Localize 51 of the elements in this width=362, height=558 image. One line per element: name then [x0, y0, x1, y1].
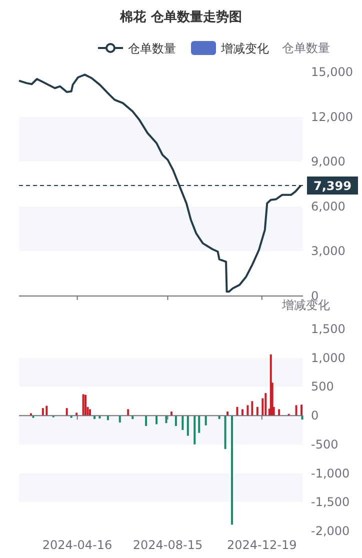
y-tick-label: 500 — [311, 380, 334, 394]
bar — [66, 408, 68, 416]
bar — [194, 416, 196, 444]
bar — [165, 416, 168, 424]
bar — [182, 416, 184, 430]
bar — [231, 416, 233, 525]
y-tick-label: 3,000 — [311, 244, 346, 258]
bar — [89, 409, 91, 416]
y-tick-label: -1,500 — [311, 495, 350, 510]
bar — [204, 416, 207, 426]
bar — [256, 406, 258, 416]
bar — [145, 416, 148, 426]
bar — [236, 406, 238, 416]
y-axis-title: 仓单数量 — [282, 41, 330, 55]
bar — [246, 405, 249, 416]
bar — [241, 409, 244, 416]
bar — [42, 408, 44, 416]
bar — [301, 416, 304, 420]
x-tick-label: 2024-08-15 — [132, 538, 203, 552]
bar — [156, 416, 158, 424]
bar — [264, 393, 267, 416]
x-tick-label: 2024-12-19 — [227, 538, 297, 552]
bar — [300, 404, 303, 416]
y-tick-label: 1,000 — [311, 350, 346, 365]
y-tick-label: -2,000 — [311, 524, 350, 538]
y-tick-label: 12,000 — [311, 110, 353, 124]
y-tick-label: 15,000 — [311, 65, 353, 79]
legend-item: 增减变化 — [191, 41, 269, 56]
bar — [82, 394, 84, 416]
y-tick-label: 1,500 — [311, 322, 346, 336]
bar — [174, 416, 177, 426]
bar — [295, 405, 298, 416]
legend-label: 仓单数量 — [128, 42, 176, 56]
bar — [46, 406, 48, 416]
x-tick-label: 2024-04-16 — [42, 538, 112, 552]
legend-item: 仓单数量 — [98, 42, 176, 56]
y-tick-label: -1,000 — [311, 466, 350, 480]
chart-title: 棉花 仓单数量走势图 — [119, 9, 242, 25]
bar — [127, 409, 130, 416]
bar — [84, 394, 87, 416]
ref-line-label: 7,399 — [314, 179, 352, 194]
bar — [251, 401, 254, 416]
y-tick-label: 0 — [311, 408, 319, 423]
bar — [224, 416, 226, 450]
y-tick-label: -500 — [311, 437, 338, 452]
y-tick-label: 9,000 — [311, 154, 346, 169]
bar — [186, 416, 189, 436]
bar — [278, 409, 280, 416]
bar — [198, 416, 200, 433]
y-tick-label: 6,000 — [311, 199, 346, 214]
bar — [118, 416, 121, 422]
